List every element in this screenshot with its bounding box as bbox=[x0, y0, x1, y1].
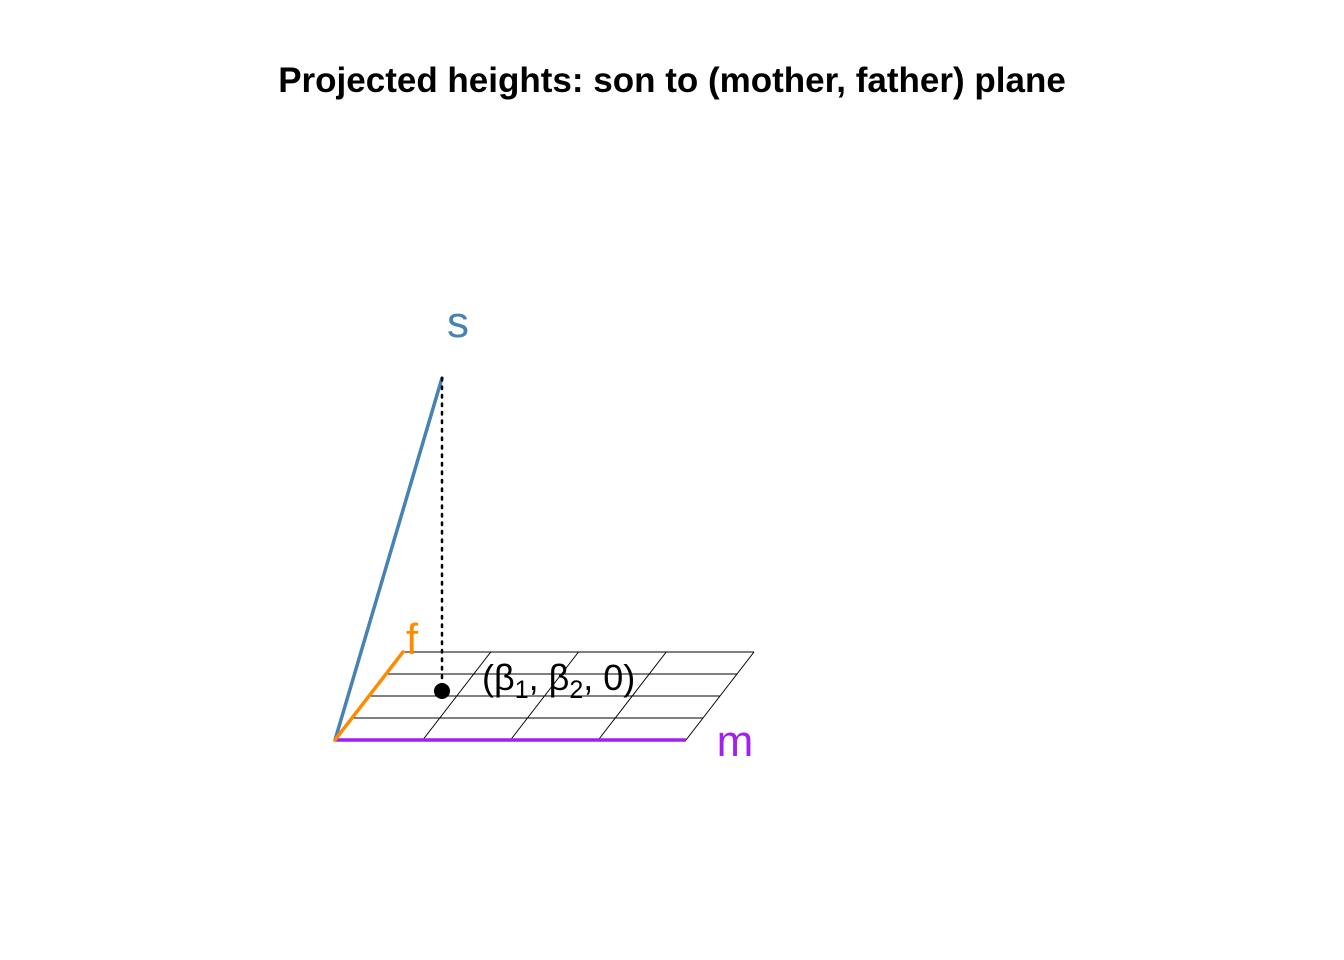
point-label-open: ( bbox=[482, 657, 494, 698]
s-vector bbox=[335, 378, 442, 740]
point-label-sub-1: 1 bbox=[515, 676, 529, 704]
point-label-beta-2: β bbox=[549, 657, 570, 698]
s-axis-label: s bbox=[447, 298, 469, 347]
point-label-sep: , bbox=[529, 657, 549, 698]
m-axis-label: m bbox=[717, 717, 754, 766]
point-label-beta-1: β bbox=[494, 657, 515, 698]
f-axis-label: f bbox=[406, 615, 419, 664]
projected-point bbox=[434, 683, 450, 699]
projected-point-label: (β1, β2, 0) bbox=[482, 657, 635, 704]
diagram-title: Projected heights: son to (mother, fathe… bbox=[278, 61, 1066, 100]
point-label-sub-2: 2 bbox=[569, 676, 583, 704]
point-label-close: , 0) bbox=[583, 657, 635, 698]
